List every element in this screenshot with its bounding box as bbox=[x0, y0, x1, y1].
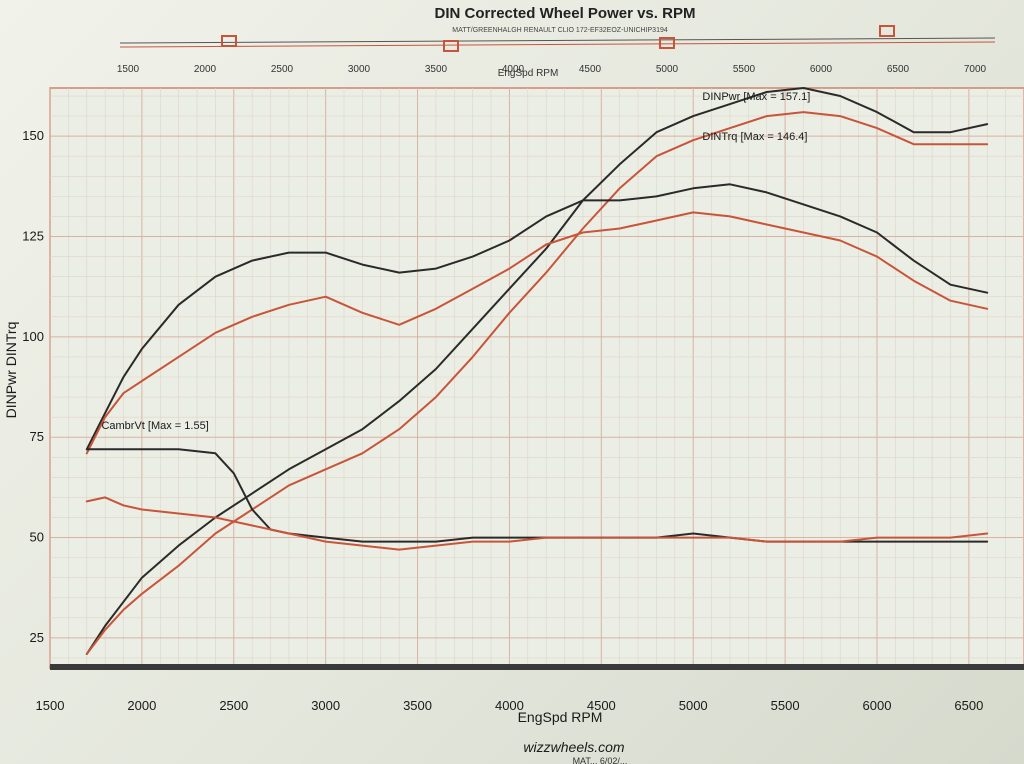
series-line-1 bbox=[85, 87, 989, 655]
annotations: DINPwr [Max = 157.1] DINTrq [Max = 146.4]… bbox=[101, 91, 810, 432]
top-tick-label: 2000 bbox=[194, 64, 217, 75]
y-tick-label: 75 bbox=[30, 429, 44, 444]
x-tick-label: 5500 bbox=[771, 698, 800, 713]
x-tick-label: 3500 bbox=[403, 698, 432, 713]
x-tick-label: 4000 bbox=[495, 698, 524, 713]
top-tick-label: 6000 bbox=[810, 64, 833, 75]
footer-site: wizzwheels.com bbox=[523, 739, 624, 755]
plot-bottom-bar bbox=[50, 664, 1024, 670]
footer-small: MAT... 6/02/... bbox=[573, 756, 628, 764]
y-tick-label: 150 bbox=[22, 128, 44, 143]
series-line-4 bbox=[85, 211, 989, 455]
legend-marker bbox=[221, 35, 237, 47]
top-tick-label: 5500 bbox=[733, 64, 756, 75]
series-line-6 bbox=[85, 496, 989, 551]
grid bbox=[49, 88, 1024, 666]
legend-marker bbox=[659, 37, 675, 49]
x-tick-label: 6000 bbox=[863, 698, 892, 713]
x-tick-label: 4500 bbox=[587, 698, 616, 713]
series-line-3 bbox=[85, 183, 989, 451]
top-tick-label: 4000 bbox=[502, 64, 525, 75]
y-tick-label: 125 bbox=[22, 229, 44, 244]
x-axis-label: EngSpd RPM bbox=[518, 709, 603, 725]
annotation-2: DINTrq [Max = 146.4] bbox=[702, 131, 807, 143]
top-axis-ticks: 1500 2000 2500 3000 3500 4000 4500 5000 5500 6000… bbox=[117, 64, 987, 75]
legend-marker bbox=[879, 25, 895, 37]
x-tick-label: 2000 bbox=[127, 698, 156, 713]
y-tick-label: 50 bbox=[30, 530, 44, 545]
x-tick-label: 2500 bbox=[219, 698, 248, 713]
y-axis-label: DINPwr DINTrq bbox=[3, 322, 19, 419]
x-tick-label: 5000 bbox=[679, 698, 708, 713]
y-tick-label: 100 bbox=[22, 329, 44, 344]
chart-title: DIN Corrected Wheel Power vs. RPM bbox=[435, 5, 696, 22]
top-tick-label: 3500 bbox=[425, 64, 448, 75]
series-layer bbox=[85, 87, 989, 655]
top-tick-label: 5000 bbox=[656, 64, 679, 75]
annotation-1: DINPwr [Max = 157.1] bbox=[702, 91, 810, 103]
x-tick-label: 6500 bbox=[954, 698, 983, 713]
legend-marker bbox=[443, 40, 459, 52]
series-line-2 bbox=[85, 111, 989, 655]
top-axis-label: EngSpd RPM bbox=[498, 68, 559, 79]
top-tick-label: 3000 bbox=[348, 64, 371, 75]
top-tick-label: 2500 bbox=[271, 64, 294, 75]
plot-area bbox=[49, 87, 1024, 669]
chart-subtitle: MATT/GREENHALGH RENAULT CLIO 172-EF32EOZ… bbox=[452, 27, 668, 34]
y-axis-ticks: 25 50 75 100 125 150 bbox=[22, 128, 44, 645]
top-tick-label: 7000 bbox=[964, 64, 987, 75]
x-tick-label: 3000 bbox=[311, 698, 340, 713]
top-tick-label: 6500 bbox=[887, 64, 910, 75]
y-tick-label: 25 bbox=[30, 630, 44, 645]
legend-strip bbox=[119, 25, 996, 52]
annotation-3: CambrVt [Max = 1.55] bbox=[101, 420, 208, 432]
x-axis-ticks: 1500 2000 2500 3000 3500 4000 4500 5000 5500 6000… bbox=[36, 698, 984, 713]
top-tick-label: 1500 bbox=[117, 64, 140, 75]
x-tick-label: 1500 bbox=[36, 698, 65, 713]
top-tick-label: 4500 bbox=[579, 64, 602, 75]
